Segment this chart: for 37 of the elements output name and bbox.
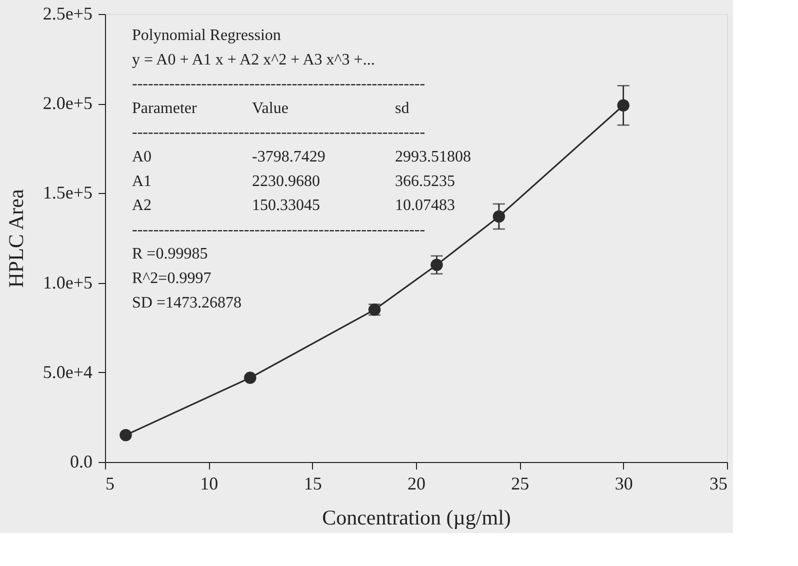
x-tick-label: 20: [408, 474, 426, 494]
annotation: A0: [132, 148, 152, 166]
annotation: sd: [395, 100, 410, 117]
x-tick-label: 35: [710, 474, 728, 494]
x-axis-title: Concentration (µg/ml): [322, 506, 511, 530]
annotation: A2: [132, 197, 152, 214]
annotation: 2993.51808: [395, 148, 471, 166]
annotation: Parameter: [132, 100, 198, 117]
x-tick-label: 25: [511, 474, 530, 494]
x-tick-label: 10: [200, 474, 218, 494]
annotation: -------------------------------------------------------: [132, 124, 426, 142]
annotation: Value: [252, 100, 288, 117]
annotation: -3798.7429: [252, 148, 326, 166]
point: [120, 429, 132, 442]
y-tick-label: 0.0: [70, 452, 92, 472]
x-tick-label: 15: [304, 474, 322, 494]
annotation: R^2=0.9997: [132, 270, 212, 287]
annotation: -------------------------------------------------------: [132, 221, 426, 238]
annotation: 10.07483: [395, 197, 455, 214]
y-axis-title: HPLC Area: [4, 188, 28, 288]
annotation: 366.5235: [395, 172, 455, 190]
annotation: A1: [132, 172, 152, 190]
y-tick-label: 2.0e+5: [42, 93, 92, 114]
annotation: Polynomial Regression: [132, 27, 281, 44]
x-tick-label: 5: [106, 474, 114, 494]
y-tick-label: 1.0e+5: [42, 272, 92, 292]
annotation: R =0.99985: [132, 246, 208, 263]
point: [244, 372, 256, 384]
annotation: 2230.9680: [252, 172, 320, 190]
y-tick-label: 5.0e+4: [42, 362, 92, 382]
x-tick-label: 30: [614, 474, 633, 494]
annotation: y = A0 + A1 x + A2 x^2 + A3 x^3 +...: [132, 51, 375, 68]
annotation: -------------------------------------------------------: [132, 76, 426, 93]
y-tick-label: 2.5e+5: [42, 4, 92, 24]
y-tick-label: 1.5e+5: [42, 182, 92, 203]
annotation: 150.33045: [252, 197, 320, 214]
annotation: SD =1473.26878: [132, 294, 242, 312]
